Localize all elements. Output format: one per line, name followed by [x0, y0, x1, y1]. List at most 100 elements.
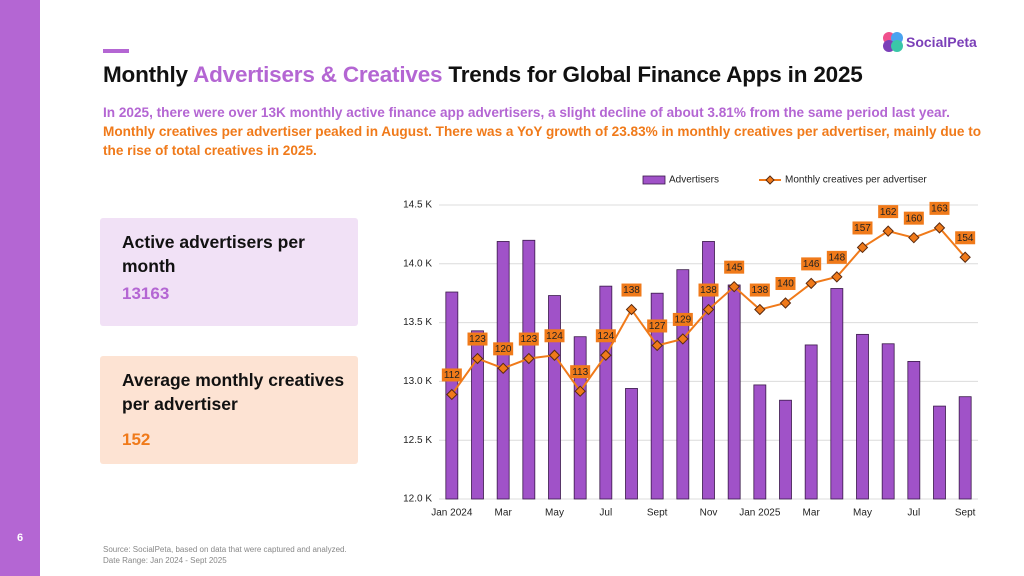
- summary-purple: In 2025, there were over 13K monthly act…: [103, 105, 950, 120]
- x-tick-label: Sept: [647, 508, 668, 519]
- chart: 12.0 K 12.5 K 13.0 K 13.5 K 14.0 K 14.5 K Jan …: [403, 175, 978, 519]
- y-tick-label: 14.0 K: [403, 258, 432, 269]
- stat-card: Average monthly creatives per advertiser…: [100, 356, 358, 464]
- data-label: 124: [546, 331, 563, 342]
- data-label-box: [544, 329, 565, 343]
- source-note: Source: SocialPeta, based on data that w…: [103, 544, 347, 566]
- bar: [779, 399, 792, 500]
- bar: [753, 384, 767, 500]
- line-marker: [574, 385, 586, 397]
- line-marker: [959, 251, 971, 263]
- data-label: 127: [649, 321, 666, 332]
- data-label: 140: [777, 279, 794, 290]
- data-label: 112: [444, 370, 460, 381]
- line-marker: [856, 241, 869, 254]
- legend-swatch: [765, 175, 775, 185]
- x-tick-label: Jul: [599, 508, 612, 519]
- data-label-box: [647, 319, 668, 333]
- x-tick-label: Mar: [803, 508, 821, 519]
- data-label: 146: [803, 259, 820, 270]
- data-label: 163: [931, 204, 948, 215]
- line-marker: [548, 349, 561, 361]
- line-marker: [728, 280, 740, 293]
- source-line: Source: SocialPeta, based on data that w…: [103, 545, 347, 554]
- bar: [830, 288, 844, 500]
- data-label: 129: [674, 315, 691, 326]
- bar: [522, 239, 536, 500]
- x-tick-label: May: [853, 508, 872, 519]
- data-label: 124: [597, 331, 614, 342]
- summary: In 2025, there were over 13K monthly act…: [103, 103, 983, 160]
- data-label-box: [570, 365, 591, 379]
- line-marker: [933, 222, 946, 234]
- line-marker: [882, 225, 894, 237]
- data-label: 157: [854, 223, 871, 234]
- line-marker: [625, 303, 638, 316]
- data-label: 162: [880, 207, 897, 218]
- line-marker: [805, 277, 817, 290]
- slide-title: Monthly Advertisers & Creatives Trends f…: [103, 62, 863, 88]
- y-tick-label: 12.0 K: [403, 494, 432, 505]
- data-label-box: [441, 368, 462, 382]
- data-label-box: [775, 277, 796, 290]
- y-tick-label: 14.5 K: [403, 200, 432, 211]
- bar: [856, 333, 869, 500]
- side-strip: [0, 0, 40, 576]
- data-label-box: [955, 231, 976, 245]
- data-label-box: [826, 250, 847, 264]
- data-label: 154: [957, 233, 974, 244]
- bar: [548, 295, 561, 500]
- data-label-box: [518, 332, 539, 346]
- data-label: 113: [572, 367, 588, 378]
- line-marker: [497, 362, 509, 375]
- line-marker: [779, 297, 792, 309]
- line-marker: [754, 303, 766, 316]
- data-label-box: [878, 205, 899, 219]
- data-label-box: [698, 283, 719, 297]
- stat-value: 13163: [122, 284, 170, 303]
- title-highlight: Advertisers & Creatives: [193, 62, 443, 87]
- legend-label: Advertisers: [669, 175, 719, 186]
- data-label-box: [493, 342, 514, 356]
- bar: [599, 285, 613, 500]
- line-marker: [702, 303, 715, 316]
- stat-label: Active advertisers per month: [122, 232, 305, 276]
- data-label: 145: [726, 262, 743, 273]
- stat-value: 152: [122, 430, 151, 449]
- logo-icon: [883, 32, 903, 52]
- data-label-box: [903, 211, 924, 225]
- x-tick-label: Nov: [700, 508, 718, 519]
- bar: [881, 343, 895, 500]
- line-marker: [471, 352, 484, 365]
- data-label-box: [724, 260, 745, 274]
- legend-swatch: [642, 175, 666, 185]
- x-tick-label: Jul: [907, 508, 920, 519]
- x-tick-label: Jan 2025: [739, 508, 781, 519]
- line-marker: [908, 231, 920, 244]
- line-marker: [600, 349, 612, 361]
- data-label-box: [467, 332, 488, 346]
- x-tick-label: Sept: [955, 508, 976, 519]
- data-label-box: [595, 329, 616, 343]
- logo: SocialPeta: [882, 31, 977, 58]
- x-tick-label: Jan 2024: [431, 508, 473, 519]
- line-marker: [523, 352, 535, 365]
- bar: [958, 396, 972, 500]
- data-label: 160: [905, 213, 922, 224]
- bar: [933, 405, 946, 500]
- data-label-box: [672, 312, 693, 326]
- line-marker: [651, 339, 663, 352]
- data-label: 138: [623, 285, 640, 296]
- title-text: Trends for Global Finance Apps in 2025: [442, 62, 863, 87]
- data-label: 138: [751, 285, 768, 296]
- bar: [702, 241, 715, 500]
- line-marker: [831, 271, 843, 283]
- data-label-box: [621, 283, 642, 297]
- data-label: 120: [495, 344, 512, 355]
- stat-label: Average monthly creatives per advertiser: [122, 370, 345, 414]
- logo-text: SocialPeta: [906, 34, 977, 50]
- y-tick-label: 13.5 K: [403, 317, 432, 328]
- bar: [573, 336, 587, 500]
- accent-dash: [103, 49, 129, 53]
